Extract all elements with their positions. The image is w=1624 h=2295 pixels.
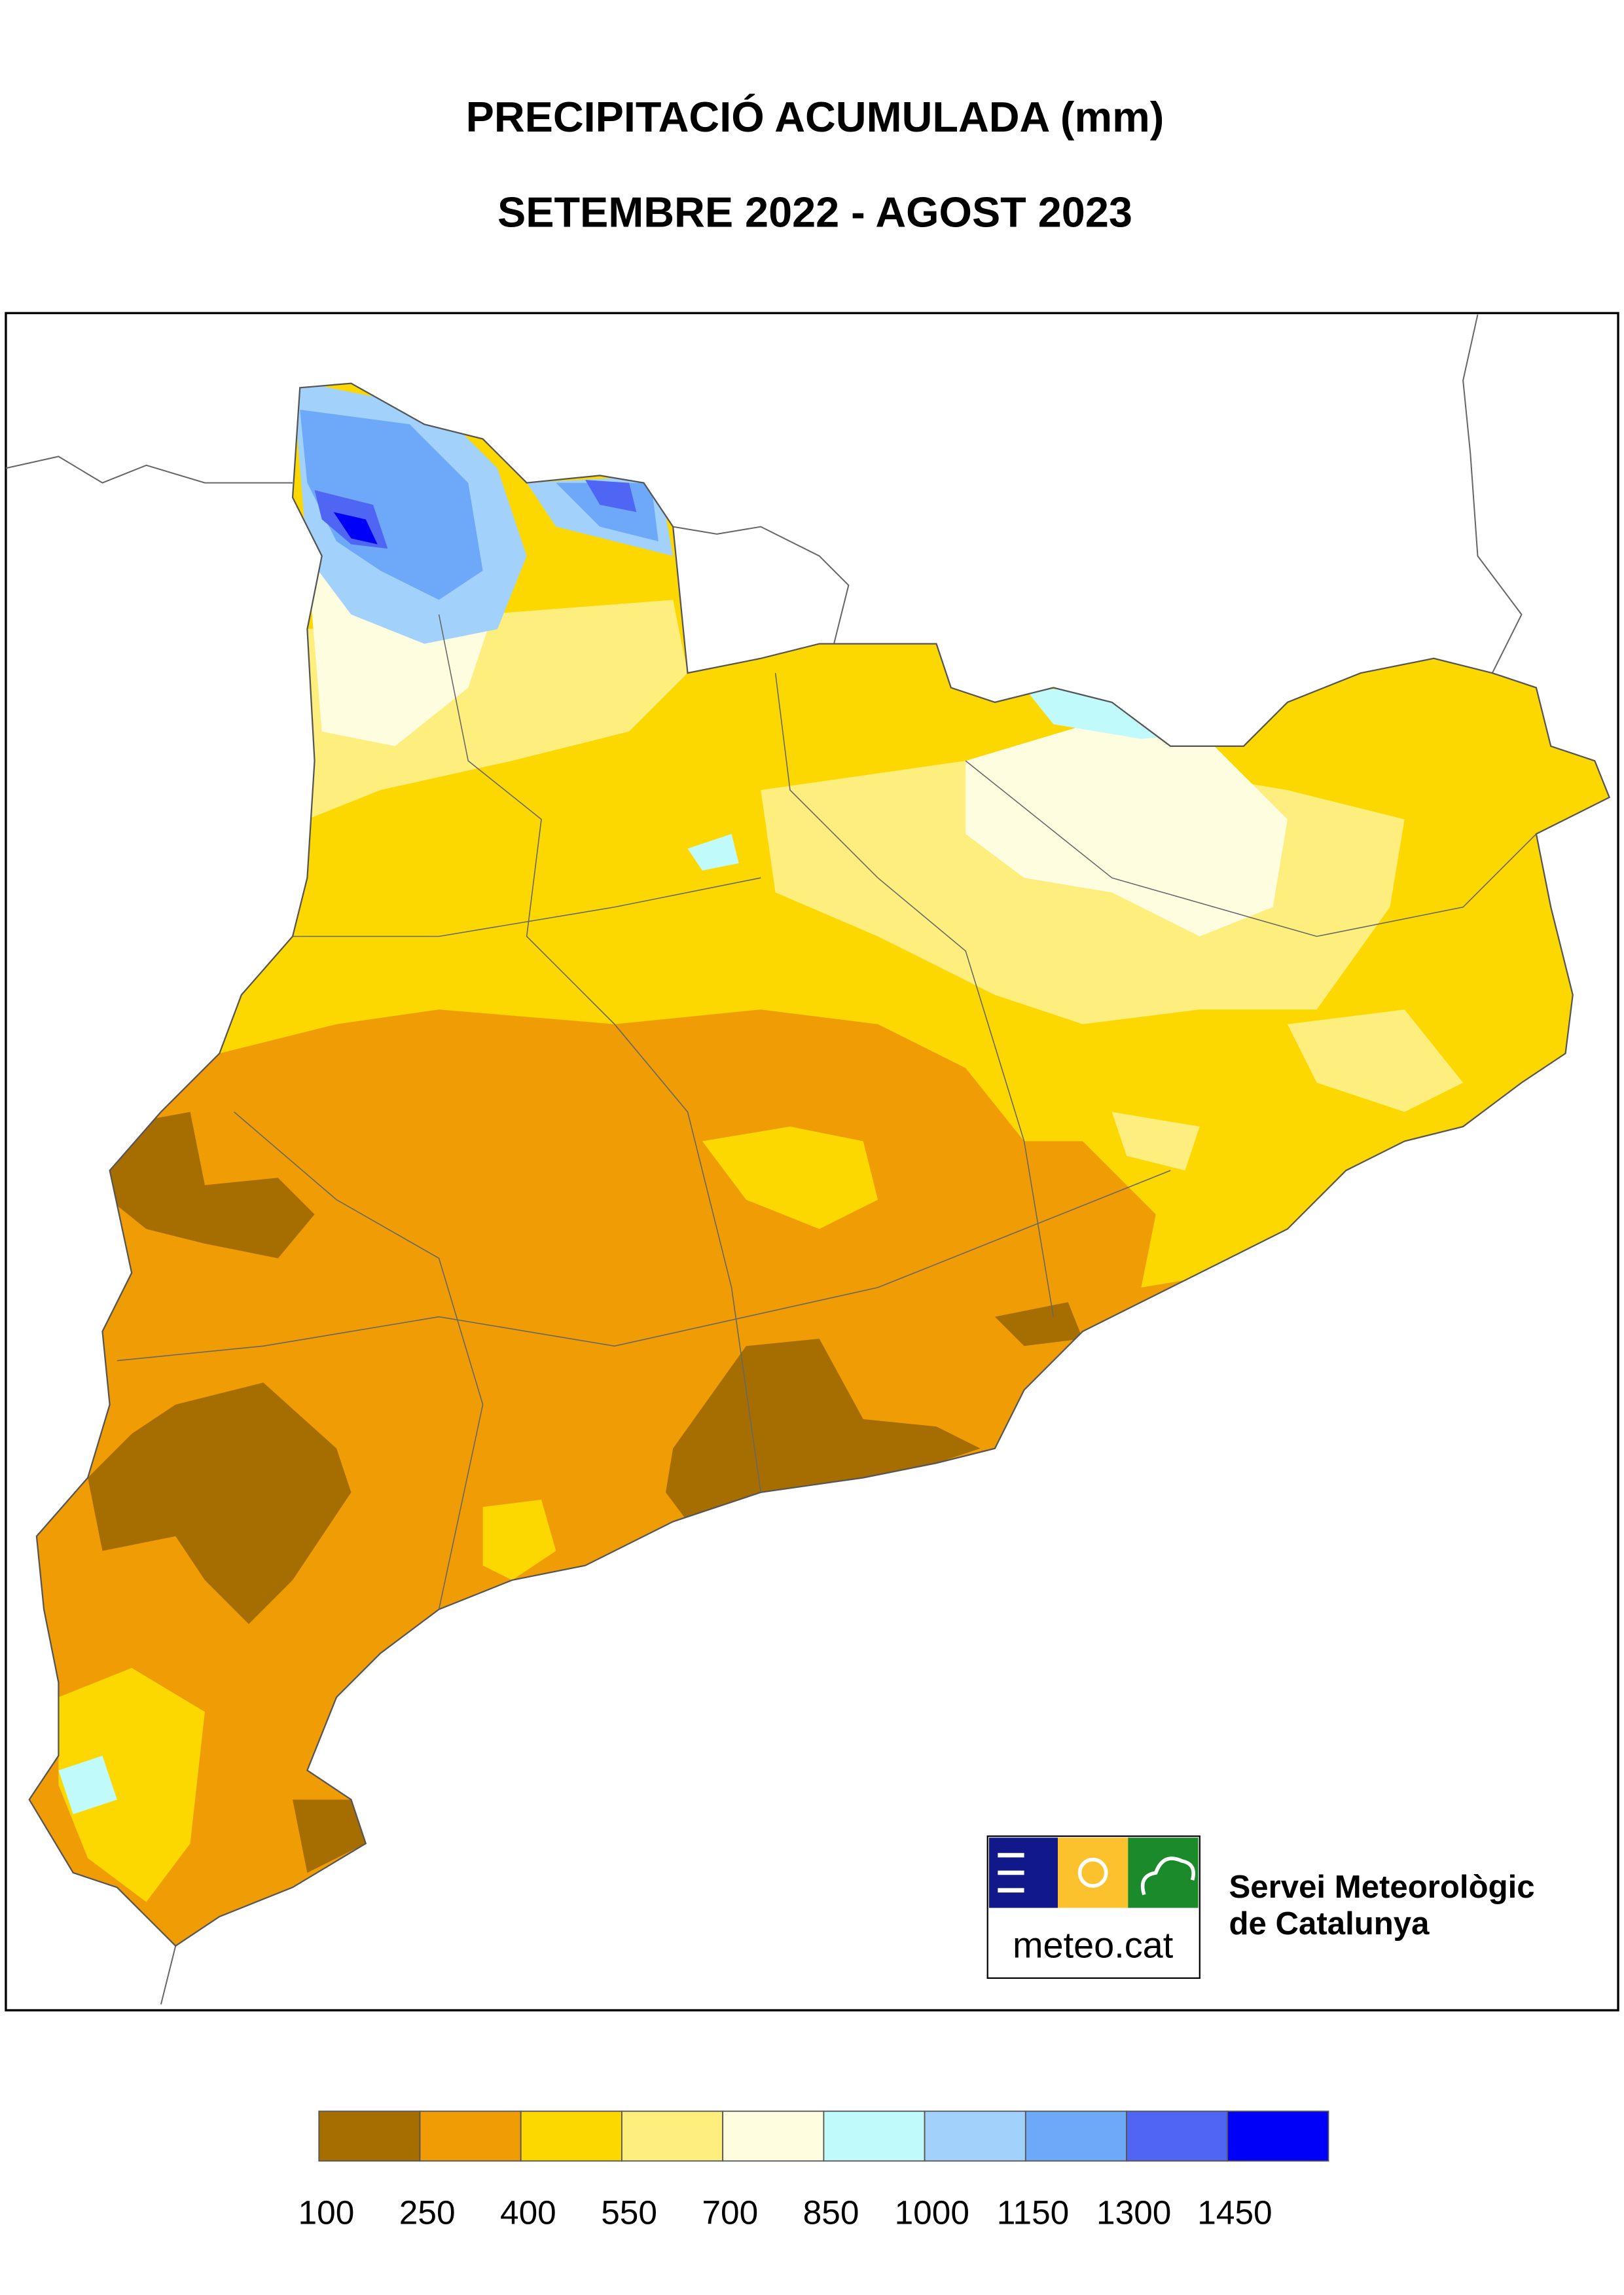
legend-label: 1450 [1197, 2193, 1272, 2231]
logo-sun [1057, 1837, 1128, 1908]
field-700-850 [307, 541, 1288, 937]
legend-swatch [621, 2110, 724, 2162]
legend-swatch [520, 2110, 623, 2162]
legend-label: 100 [298, 2193, 355, 2231]
field-above-1450 [333, 512, 378, 545]
legend-label: 400 [500, 2193, 556, 2231]
map-frame [5, 312, 1619, 2012]
logo-lines [998, 1852, 1024, 1893]
legend-swatch [823, 2110, 926, 2162]
field-550-700 [307, 600, 1464, 1171]
legend-swatch [1126, 2110, 1229, 2162]
legend-swatch [722, 2110, 825, 2162]
field-1150-1300 [300, 409, 659, 600]
legend-label: 1300 [1096, 2193, 1171, 2231]
legend-label: 250 [399, 2193, 456, 2231]
title-line-2: SETEMBRE 2022 - AGOST 2023 [497, 188, 1132, 236]
legend-label: 850 [803, 2193, 859, 2231]
comarca-borders [117, 614, 1537, 1610]
logo-green [1128, 1837, 1199, 1908]
legend-swatch [419, 2110, 522, 2162]
legend-label: 1000 [895, 2193, 969, 2231]
precipitation-field [29, 383, 1610, 1946]
legend-label: 550 [601, 2193, 657, 2231]
legend-label: 1150 [997, 2193, 1070, 2231]
field-100-250 [88, 1111, 1083, 1873]
legend-swatch [1024, 2110, 1127, 2162]
logo-name-2: de Catalunya [1229, 1906, 1430, 1942]
legend: 100 250 400 550 700 850 1000 1150 1300 1450 [298, 2110, 1329, 2231]
neighbour-borders [5, 314, 1523, 2005]
logo-brand: meteo.cat [1013, 1925, 1174, 1966]
legend-swatch [318, 2110, 421, 2162]
logo-cloud-icon [1140, 1856, 1195, 1896]
logo-sun-icon [1077, 1858, 1108, 1888]
field-400-550-patches [58, 1127, 878, 1902]
logo-name-1: Servei Meteorològic [1229, 1869, 1535, 1905]
legend-swatch [1227, 2110, 1329, 2162]
title-line-1: PRECIPITACIÓ ACUMULADA (mm) [466, 93, 1164, 141]
logo: meteo.cat Servei Meteorològic de Catalun… [986, 1835, 1535, 1979]
legend-label: 700 [702, 2193, 758, 2231]
legend-swatch [924, 2110, 1026, 2162]
field-1300-1450 [314, 480, 637, 549]
